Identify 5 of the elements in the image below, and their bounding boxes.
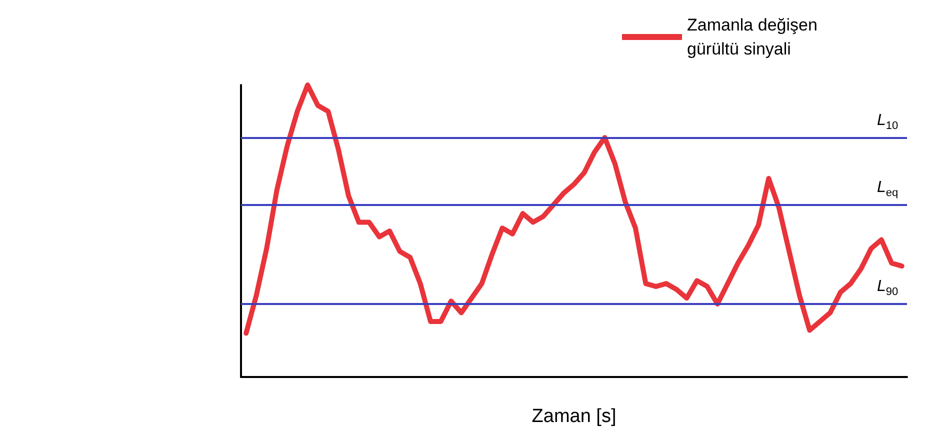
ref-line-label: L$_{10}$ [877, 112, 898, 132]
legend-label: Zamanla değişen gürültü sinyali [687, 16, 822, 58]
ref-line-label: L$_{eq}$ [877, 178, 898, 199]
ref-line-label: L$_{90}$ [877, 278, 898, 298]
x-axis-title: Zaman [s] [532, 406, 616, 427]
